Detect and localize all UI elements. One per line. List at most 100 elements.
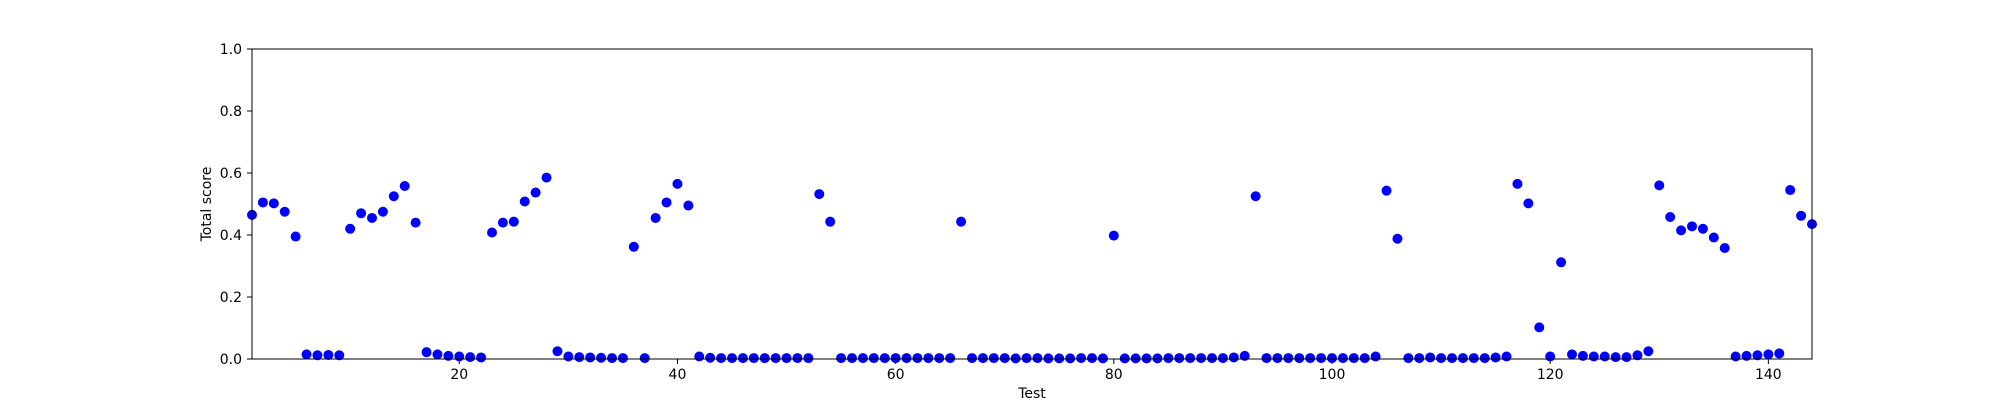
data-point [596,352,607,363]
data-point [770,353,781,364]
data-point [694,351,705,362]
data-point [552,346,563,357]
data-point [1719,243,1730,254]
data-point [279,206,290,217]
y-tick-label: 1.0 [220,42,242,58]
data-point [1752,350,1763,361]
data-point [879,353,890,364]
data-point [1785,185,1796,196]
data-point [1697,223,1708,234]
data-point [1065,353,1076,364]
data-point [356,208,367,219]
data-point [1152,353,1163,364]
data-point [1556,257,1567,268]
x-tick-label: 40 [669,367,687,383]
data-point [1087,353,1097,364]
data-point [803,353,814,364]
data-point [476,352,487,363]
data-point [1490,352,1501,363]
data-point [1588,351,1599,362]
data-point [1665,212,1676,223]
data-point [683,200,694,211]
data-point [377,206,388,217]
data-point [530,187,541,198]
data-point [1567,349,1577,360]
data-point [847,353,857,364]
data-point [1425,352,1436,363]
data-point [1545,351,1556,362]
y-tick-label: 0.6 [220,166,242,182]
data-point [1501,351,1512,362]
data-point [574,352,585,363]
data-point [563,351,574,362]
data-point [1512,178,1523,189]
data-point [1337,353,1348,364]
data-point [421,347,432,358]
data-point [345,223,356,234]
data-point [334,350,345,361]
data-point [432,349,443,360]
data-point [1185,353,1196,364]
data-point [1447,353,1457,364]
data-point [257,197,268,208]
data-point [465,352,476,363]
data-point [1381,185,1392,196]
data-point [388,191,399,202]
data-point [901,353,912,364]
data-point [1141,353,1152,364]
data-point [454,351,465,362]
data-point [1479,353,1490,364]
data-point [912,353,923,364]
y-axis-label: Total score [199,167,215,243]
data-point [956,216,967,227]
data-point [977,353,988,364]
data-point [1217,353,1228,364]
data-point [585,352,596,363]
data-point [1163,353,1174,364]
data-point [1250,191,1261,202]
data-point [1414,353,1425,364]
data-point [268,198,279,209]
data-point [1796,210,1807,221]
x-tick-label: 140 [1755,367,1782,383]
data-point [1076,353,1087,364]
x-tick-label: 60 [887,367,905,383]
data-point [748,353,759,364]
data-point [836,353,847,364]
data-point [1228,352,1239,363]
data-point [814,189,825,200]
data-point [1610,352,1621,363]
data-point [1348,353,1359,364]
data-point [487,227,497,238]
data-point [1043,353,1054,364]
data-point [1207,353,1217,364]
y-tick-label: 0.0 [220,352,242,368]
data-point [825,216,836,227]
data-point [617,353,628,364]
data-point [1643,346,1654,357]
y-tick-label: 0.4 [220,228,242,244]
data-point [1054,353,1065,364]
axes-layer: 20 40 60 80 100 120 140 0.0 0.2 0.4 0.6 0.8 1.0 [220,42,1782,383]
data-point [1436,353,1447,364]
data-point [1599,351,1610,362]
data-point [497,217,508,228]
data-point [967,353,977,364]
data-point [727,353,737,364]
data-point [541,172,552,183]
data-point [661,197,672,208]
data-point [312,350,323,361]
data-point [945,353,956,364]
data-point [1316,353,1327,364]
x-tick-label: 20 [450,367,468,383]
data-point [890,353,901,364]
points-layer [247,172,1817,364]
data-point [1632,350,1643,361]
data-point [508,216,519,227]
data-point [1523,198,1534,209]
data-point [399,181,410,192]
y-tick-label: 0.8 [220,104,242,120]
data-point [1010,353,1021,364]
data-point [1108,230,1119,241]
